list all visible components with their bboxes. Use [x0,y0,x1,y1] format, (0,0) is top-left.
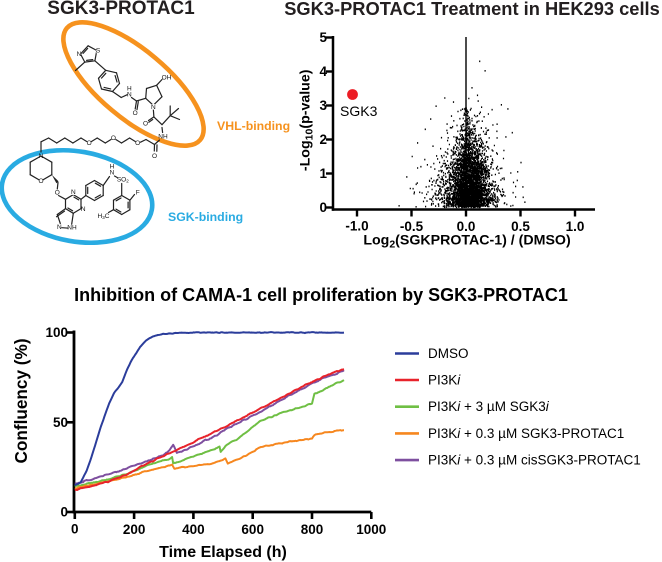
svg-text:N: N [77,51,82,58]
svg-text:N: N [39,153,44,160]
svg-text:50: 50 [53,415,68,430]
svg-text:H3C: H3C [98,213,110,220]
svg-text:O: O [143,121,148,128]
svg-text:PI3Ki + 0.3 µM SGK3-PROTAC1: PI3Ki + 0.3 µM SGK3-PROTAC1 [428,426,624,441]
svg-text:100: 100 [45,325,68,340]
svg-text:200: 200 [123,522,146,537]
svg-text:0: 0 [319,200,327,215]
svg-text:NH: NH [67,225,77,232]
svg-text:N: N [81,206,86,213]
svg-text:O: O [111,135,116,142]
svg-text:N: N [127,92,132,99]
svg-text:N: N [71,189,76,196]
svg-text:O: O [38,178,43,185]
svg-text:0.0: 0.0 [457,219,476,234]
svg-text:400: 400 [182,522,205,537]
svg-text:PI3Ki: PI3Ki [428,373,461,388]
svg-text:O: O [152,153,157,160]
svg-text:0: 0 [60,505,68,520]
svg-text:-0.5: -0.5 [400,219,424,234]
svg-text:5: 5 [319,30,327,45]
svg-text:Confluency (%): Confluency (%) [11,338,31,463]
svg-text:O: O [87,140,92,147]
svg-text:Inhibition of CAMA-1 cell prol: Inhibition of CAMA-1 cell proliferation … [74,285,568,305]
svg-text:0: 0 [71,522,79,537]
svg-text:2: 2 [319,132,327,147]
svg-text:N: N [110,170,115,177]
svg-text:Log2(SGKPROTAC-1) / (DMSO): Log2(SGKPROTAC-1) / (DMSO) [363,233,571,251]
svg-text:N: N [57,224,62,231]
svg-text:SO2: SO2 [117,177,129,184]
svg-text:VHL-binding: VHL-binding [217,119,290,133]
svg-text:SGK-binding: SGK-binding [168,210,243,224]
svg-text:-Log10(p-value): -Log10(p-value) [298,69,316,171]
svg-text:-1.0: -1.0 [345,219,368,234]
svg-text:1: 1 [319,166,327,181]
svg-text:S: S [96,48,101,55]
svg-text:H: H [127,86,132,93]
svg-text:O: O [55,189,60,196]
svg-text:DMSO: DMSO [428,346,469,361]
svg-text:1000: 1000 [356,522,386,537]
svg-text:NH: NH [158,134,168,141]
svg-text:4: 4 [319,64,327,79]
svg-text:1.0: 1.0 [566,219,585,234]
svg-text:O: O [135,140,140,147]
svg-text:0.5: 0.5 [511,219,530,234]
svg-text:OH: OH [162,75,172,82]
svg-text:O: O [133,110,138,117]
svg-text:SGK3: SGK3 [340,103,378,119]
svg-text:PI3Ki + 0.3 µM cisSGK3-PROTAC1: PI3Ki + 0.3 µM cisSGK3-PROTAC1 [428,453,641,468]
svg-text:3: 3 [319,98,327,113]
svg-text:PI3Ki + 3 µM SGK3i: PI3Ki + 3 µM SGK3i [428,399,550,414]
svg-text:Time Elapsed (h): Time Elapsed (h) [159,544,287,561]
svg-text:600: 600 [241,522,264,537]
svg-text:F: F [136,190,140,197]
svg-text:N: N [151,104,156,111]
svg-text:800: 800 [301,522,324,537]
svg-text:H: H [110,164,115,171]
